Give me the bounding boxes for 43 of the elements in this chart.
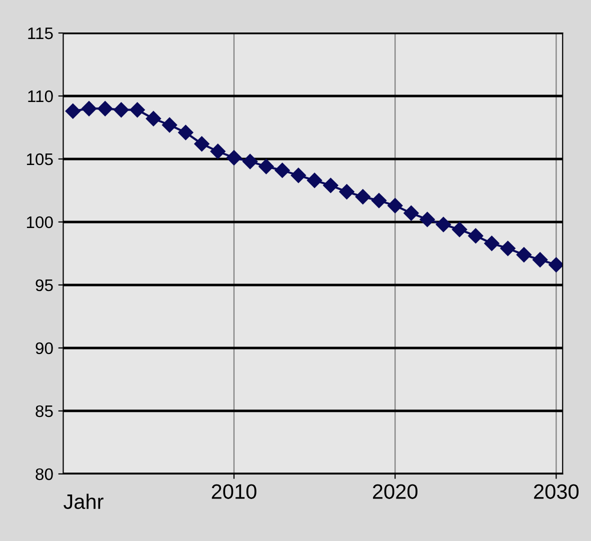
y-tick-label: 90 (36, 342, 53, 354)
point (404, 206, 419, 221)
y-tick-label: 105 (26, 153, 53, 166)
point (532, 252, 548, 268)
x-tick-label: 2020 (372, 484, 418, 499)
point (516, 247, 532, 262)
point (258, 158, 274, 174)
point (388, 198, 403, 214)
point (484, 236, 500, 251)
point (468, 228, 484, 244)
point (194, 136, 210, 152)
point (162, 117, 178, 133)
point (114, 102, 129, 118)
point (226, 150, 242, 166)
point (339, 184, 354, 200)
point (452, 222, 468, 238)
point (548, 257, 563, 272)
x-axis-title: Jahr (64, 494, 104, 510)
point (81, 101, 97, 116)
point (355, 189, 370, 204)
point (210, 144, 226, 159)
point (290, 168, 306, 183)
point (500, 240, 516, 256)
y-tick-label: 100 (26, 216, 53, 228)
point (146, 111, 162, 126)
point (306, 172, 322, 188)
y-tick-label: 110 (28, 90, 53, 102)
point (242, 154, 258, 170)
x-tick-label: 2010 (212, 484, 256, 499)
point (98, 101, 113, 116)
y-tick-label: 80 (36, 468, 53, 480)
point (420, 212, 435, 228)
y-tick-label: 85 (36, 405, 53, 418)
x-tick-label: 2030 (534, 484, 579, 499)
point (371, 192, 387, 208)
point (178, 124, 194, 140)
point (323, 178, 338, 193)
y-tick-label: 95 (36, 279, 53, 292)
point (130, 102, 145, 118)
y-tick-label: 115 (28, 28, 53, 40)
point (65, 104, 80, 119)
point (436, 216, 451, 232)
point (274, 162, 290, 178)
